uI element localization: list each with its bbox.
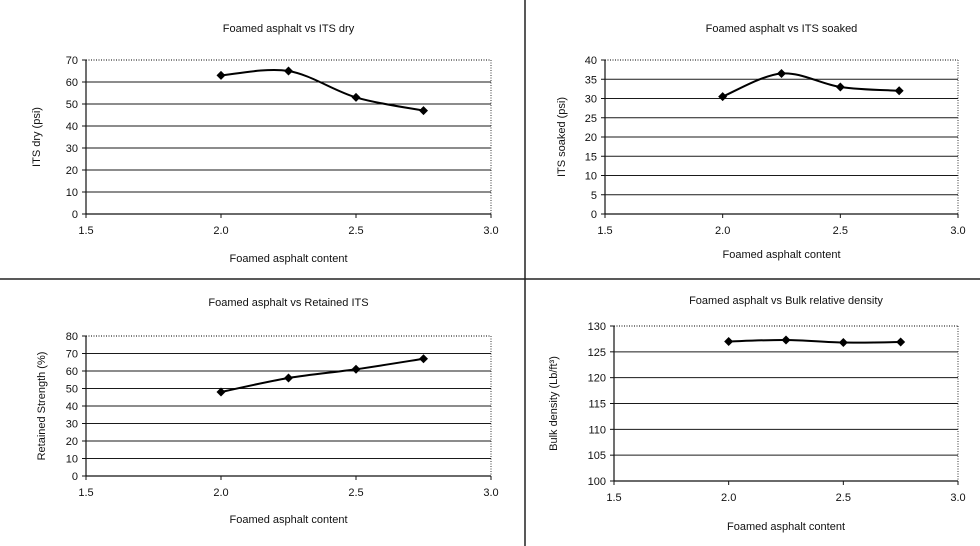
x-tick-label: 1.5: [606, 492, 621, 504]
x-tick-label: 2.5: [836, 492, 851, 504]
y-tick-label: 0: [72, 471, 78, 483]
chart-its-dry: Foamed asphalt vs ITS dry 0 10 20 30 40 50 60 70…: [31, 23, 499, 265]
x-tick-label: 2.0: [721, 492, 736, 504]
chart-bulk-density: Foamed asphalt vs Bulk relative density 1…: [548, 295, 966, 533]
y-tick-label: 110: [588, 424, 606, 436]
x-tick-label: 3.0: [483, 225, 498, 237]
data-point-marker: [724, 337, 734, 346]
x-axis-label: Foamed asphalt content: [727, 521, 845, 533]
x-tick-label: 2.0: [213, 487, 228, 499]
x-tick-label: 2.5: [833, 225, 848, 237]
data-point-marker: [838, 338, 848, 348]
x-tick-label: 3.0: [950, 492, 965, 504]
series-line: [220, 68, 424, 112]
x-tick-label: 3.0: [483, 487, 498, 499]
y-tick-label: 20: [585, 132, 597, 144]
data-point-marker: [284, 66, 293, 76]
data-point-marker: [284, 373, 293, 383]
x-tick-label: 2.0: [213, 225, 228, 237]
y-tick-label: 0: [72, 209, 78, 221]
x-tick-label: 1.5: [78, 225, 93, 237]
y-tick-label: 35: [585, 74, 597, 86]
y-axis-label: ITS soaked (psi): [556, 97, 568, 177]
y-axis-label: Bulk density (Lb/ft³): [548, 356, 560, 451]
series-line: [728, 338, 901, 344]
chart-retained-its: Foamed asphalt vs Retained ITS 0 10 20 30 40 5…: [36, 297, 499, 526]
x-tick-label: 2.0: [715, 225, 730, 237]
y-tick-label: 105: [588, 450, 606, 462]
y-tick-label: 15: [585, 151, 597, 163]
data-point-marker: [351, 92, 361, 102]
y-tick-label: 120: [588, 373, 606, 385]
y-tick-label: 115: [588, 399, 606, 411]
y-tick-label: 30: [66, 419, 78, 431]
data-point-marker: [419, 354, 428, 364]
y-tick-label: 0: [591, 209, 597, 221]
y-tick-label: 10: [66, 454, 78, 466]
series-line: [220, 357, 424, 393]
y-tick-label: 70: [66, 55, 78, 67]
series-line: [722, 72, 900, 98]
y-tick-label: 60: [66, 366, 78, 378]
data-point-marker: [216, 387, 226, 397]
y-tick-label: 130: [588, 321, 606, 333]
y-tick-label: 40: [66, 401, 78, 413]
y-tick-label: 125: [588, 347, 606, 359]
data-point-marker: [781, 335, 791, 345]
y-tick-label: 10: [66, 187, 78, 199]
y-axis-label: ITS dry (psi): [31, 107, 43, 167]
x-axis-label: Foamed asphalt content: [229, 514, 347, 526]
chart-its-soaked: Foamed asphalt vs ITS soaked 0 5 10 15 20 25 30…: [556, 23, 966, 261]
chart-title: Foamed asphalt vs Bulk relative density: [689, 295, 883, 307]
data-point-marker: [835, 82, 845, 92]
y-tick-label: 25: [585, 113, 597, 125]
x-tick-label: 3.0: [950, 225, 965, 237]
y-tick-label: 60: [66, 77, 78, 89]
x-axis-label: Foamed asphalt content: [229, 253, 347, 265]
y-tick-label: 50: [66, 99, 78, 111]
y-tick-label: 30: [66, 143, 78, 155]
x-tick-label: 1.5: [597, 225, 612, 237]
data-point-marker: [351, 364, 361, 374]
x-axis-label: Foamed asphalt content: [722, 249, 840, 261]
y-tick-label: 50: [66, 384, 78, 396]
chart-title: Foamed asphalt vs ITS dry: [223, 23, 355, 35]
y-tick-label: 20: [66, 165, 78, 177]
y-tick-label: 70: [66, 349, 78, 361]
data-point-marker: [718, 92, 728, 102]
y-tick-label: 20: [66, 436, 78, 448]
data-point-marker: [896, 337, 906, 347]
x-tick-label: 2.5: [348, 487, 363, 499]
x-tick-label: 2.5: [348, 225, 363, 237]
y-axis-label: Retained Strength (%): [36, 352, 48, 461]
y-tick-label: 30: [585, 94, 597, 106]
data-point-marker: [777, 68, 786, 78]
y-tick-label: 100: [588, 476, 606, 488]
y-tick-label: 5: [591, 190, 597, 202]
chart-title: Foamed asphalt vs Retained ITS: [208, 297, 368, 309]
y-tick-label: 40: [66, 121, 78, 133]
chart-title: Foamed asphalt vs ITS soaked: [706, 23, 858, 35]
data-point-marker: [216, 70, 226, 80]
data-point-marker: [419, 106, 428, 116]
y-tick-label: 40: [585, 55, 597, 67]
data-point-marker: [894, 86, 904, 96]
x-tick-label: 1.5: [78, 487, 93, 499]
y-tick-label: 10: [585, 171, 597, 183]
y-tick-label: 80: [66, 331, 78, 343]
